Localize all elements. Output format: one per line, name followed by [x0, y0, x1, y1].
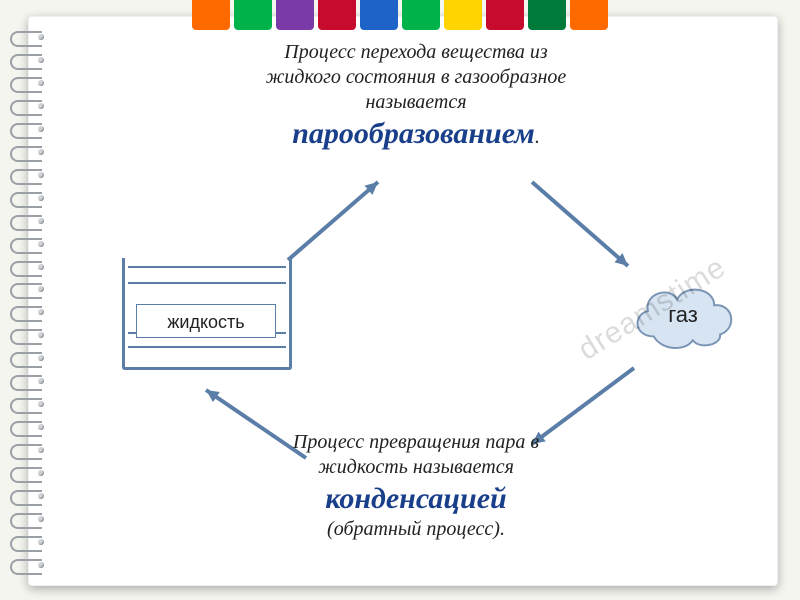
liquid-label: жидкость: [136, 304, 276, 338]
spiral-ring: [8, 145, 48, 159]
color-tab: [402, 0, 440, 30]
liquid-node: жидкость: [122, 270, 292, 370]
spiral-ring: [8, 420, 48, 434]
top-line-1: Процесс перехода вещества из: [138, 40, 694, 65]
spiral-ring: [8, 237, 48, 251]
gas-label: газ: [624, 276, 742, 354]
spiral-ring: [8, 374, 48, 388]
spiral-ring: [8, 328, 48, 342]
notebook-page: Процесс перехода вещества из жидкого сос…: [28, 16, 778, 586]
spiral-ring: [8, 191, 48, 205]
spiral-ring: [8, 260, 48, 274]
top-definition: Процесс перехода вещества из жидкого сос…: [138, 40, 694, 153]
spiral-binding: [8, 30, 48, 572]
color-tabs-strip: [0, 0, 800, 30]
bottom-line-1: Процесс превращения пара в: [138, 430, 694, 455]
color-tab: [528, 0, 566, 30]
spiral-ring: [8, 489, 48, 503]
gas-node: газ: [624, 276, 742, 354]
arrow-top-to-gas: [518, 170, 648, 280]
spiral-ring: [8, 397, 48, 411]
slide-content: Процесс перехода вещества из жидкого сос…: [68, 30, 764, 572]
arrow-liquid-to-top: [278, 170, 398, 270]
spiral-ring: [8, 443, 48, 457]
spiral-ring: [8, 76, 48, 90]
top-line-3: называется: [138, 90, 694, 115]
color-tab: [318, 0, 356, 30]
vaporization-term: парообразованием: [292, 117, 535, 150]
spiral-ring: [8, 535, 48, 549]
spiral-ring: [8, 305, 48, 319]
spiral-ring: [8, 282, 48, 296]
spiral-ring: [8, 512, 48, 526]
spiral-ring: [8, 168, 48, 182]
spiral-ring: [8, 558, 48, 572]
color-tab: [234, 0, 272, 30]
top-line-2: жидкого состояния в газообразное: [138, 65, 694, 90]
top-dot: .: [535, 126, 540, 148]
color-tab: [192, 0, 230, 30]
spiral-ring: [8, 99, 48, 113]
spiral-ring: [8, 30, 48, 44]
color-tab: [360, 0, 398, 30]
bottom-annotation: (обратный процесс).: [138, 517, 694, 542]
condensation-term: конденсацией: [325, 482, 506, 515]
spiral-ring: [8, 351, 48, 365]
top-term-row: парообразованием.: [138, 115, 694, 153]
color-tab: [486, 0, 524, 30]
color-tab: [276, 0, 314, 30]
spiral-ring: [8, 53, 48, 67]
color-tab: [444, 0, 482, 30]
spiral-ring: [8, 214, 48, 228]
spiral-ring: [8, 122, 48, 136]
spiral-ring: [8, 466, 48, 480]
color-tab: [570, 0, 608, 30]
bottom-definition: Процесс превращения пара в жидкость назы…: [138, 430, 694, 543]
bottom-line-2: жидкость называется: [138, 455, 694, 480]
